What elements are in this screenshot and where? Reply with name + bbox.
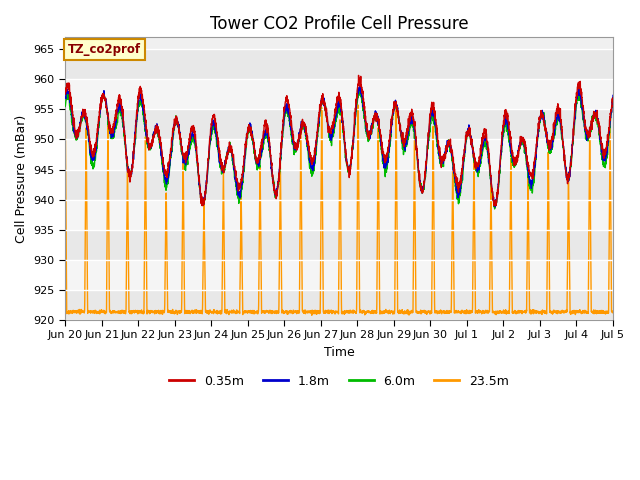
Bar bbox=[65, 109, 613, 140]
Title: Tower CO2 Profile Cell Pressure: Tower CO2 Profile Cell Pressure bbox=[210, 15, 468, 33]
Legend: 0.35m, 1.8m, 6.0m, 23.5m: 0.35m, 1.8m, 6.0m, 23.5m bbox=[164, 370, 514, 393]
Bar bbox=[65, 200, 613, 229]
Bar bbox=[65, 229, 613, 260]
Bar bbox=[65, 290, 613, 320]
Bar bbox=[65, 79, 613, 109]
Text: TZ_co2prof: TZ_co2prof bbox=[68, 43, 141, 56]
X-axis label: Time: Time bbox=[324, 346, 355, 359]
Bar bbox=[65, 260, 613, 290]
Bar bbox=[65, 169, 613, 200]
Bar bbox=[65, 49, 613, 79]
Y-axis label: Cell Pressure (mBar): Cell Pressure (mBar) bbox=[15, 114, 28, 243]
Bar bbox=[65, 140, 613, 169]
